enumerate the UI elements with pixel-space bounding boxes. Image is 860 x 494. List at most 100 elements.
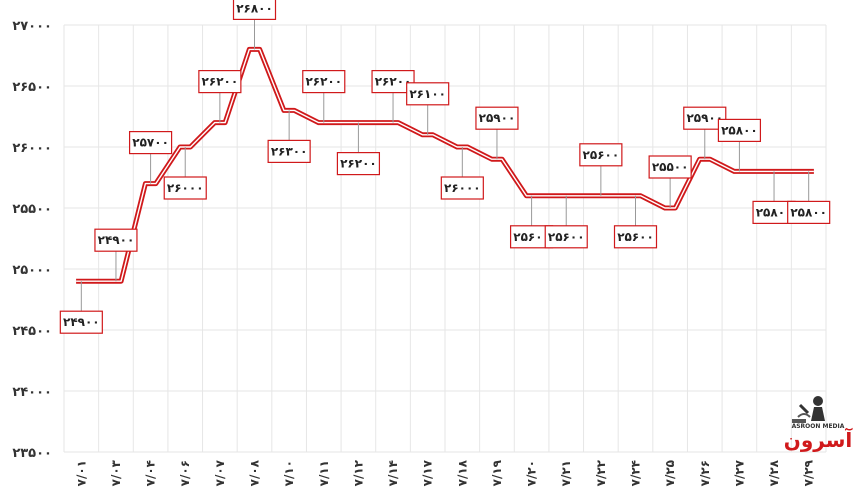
data-label-box xyxy=(371,69,415,94)
x-tick-label: ۷/۰۴ xyxy=(144,460,158,486)
brand-logo: ASROON MEDIA آسرون xyxy=(784,396,853,452)
data-label-box xyxy=(59,310,103,334)
data-label: ۲۶۳۰۰ xyxy=(267,110,311,163)
data-label: ۲۶۰۰۰ xyxy=(440,147,484,200)
x-tick-label: ۷/۱۹ xyxy=(490,459,504,486)
data-label-box xyxy=(648,155,692,179)
data-label: ۲۴۹۰۰ xyxy=(94,228,138,282)
data-label: ۲۵۸۰۰ xyxy=(787,171,831,224)
data-label-text: ۲۶۲۰۰ xyxy=(375,75,412,89)
x-tick-label: ۷/۱۷ xyxy=(421,459,435,486)
x-tick-label: ۷/۲۸ xyxy=(767,459,781,486)
y-tick-label: ۲۶۵۰۰ xyxy=(12,80,52,95)
data-label: ۲۵۶۰۰ xyxy=(613,195,658,249)
data-label: ۲۵۶۰۰ xyxy=(579,143,623,196)
series-line-inner xyxy=(76,48,814,282)
x-tick-label: ۷/۱۴ xyxy=(386,460,400,486)
data-label: ۲۵۶۰۰ xyxy=(544,195,588,249)
y-tick-label: ۲۷۰۰۰ xyxy=(12,19,52,34)
x-tick-label: ۷/۰۸ xyxy=(248,459,262,486)
data-label: ۲۴۹۰۰ xyxy=(59,281,103,334)
data-label-text: ۲۵۶۰۰ xyxy=(548,230,585,244)
y-tick-label: ۲۴۰۰۰ xyxy=(12,385,52,400)
data-label: ۲۶۲۰۰ xyxy=(198,69,242,123)
x-tick-label: ۷/۲۰ xyxy=(525,460,539,486)
data-label-text: ۲۵۸۰۰ xyxy=(790,205,827,219)
data-label-text: ۲۶۸۰۰ xyxy=(236,1,273,15)
data-label-box xyxy=(717,118,762,143)
brand-sub: ASROON MEDIA xyxy=(792,423,845,430)
y-tick-label: ۲۶۰۰۰ xyxy=(12,141,52,156)
data-label-text: ۲۶۰۰۰ xyxy=(167,181,204,195)
x-tick-label: ۷/۱۰ xyxy=(282,460,296,486)
data-label-box xyxy=(683,106,727,130)
data-label-box xyxy=(163,176,207,200)
data-label: ۲۵۸۰۰ xyxy=(752,171,796,224)
data-label: ۲۶۲۰۰ xyxy=(371,69,415,123)
x-tick-label: ۷/۱۱ xyxy=(317,460,331,486)
data-label-text: ۲۶۲۰۰ xyxy=(202,75,239,89)
data-label-text: ۲۵۶۰۰ xyxy=(617,230,654,244)
y-tick-label: ۲۵۵۰۰ xyxy=(12,202,52,217)
x-tick-label: ۷/۲۵ xyxy=(663,460,677,486)
data-label: ۲۶۲۰۰ xyxy=(336,122,381,176)
data-label-box xyxy=(336,152,381,176)
data-label-box xyxy=(613,225,658,249)
data-label-box xyxy=(579,143,623,167)
data-label-text: ۲۵۵۰۰ xyxy=(652,160,689,174)
data-label-box xyxy=(544,225,588,249)
data-label: ۲۶۰۰۰ xyxy=(163,147,207,200)
y-axis: ۲۳۵۰۰ ۲۴۰۰۰ ۲۴۵۰۰ ۲۵۰۰۰ ۲۵۵۰۰ ۲۶۰۰۰ ۲۶۵۰۰ ۲۷۰۰۰ xyxy=(12,19,52,461)
data-label: ۲۶۸۰۰ xyxy=(232,0,277,50)
data-label: ۲۵۹۰۰ xyxy=(475,106,519,160)
x-tick-label: ۷/۱۲ xyxy=(351,459,365,486)
data-label-text: ۲۵۸۰۰ xyxy=(721,123,758,137)
data-label-text: ۲۵۹۰۰ xyxy=(479,111,516,125)
data-label-text: ۲۶۲۰۰ xyxy=(305,75,342,89)
data-label-box xyxy=(94,228,138,252)
data-labels: ۲۴۹۰۰ ۲۴۹۰۰ ۲۵۷۰۰ ۲۶۰۰۰ ۲۶۲۰۰ ۲۶۸۰۰ ۲۶۳۰۰ ۲۶۲۰۰… xyxy=(59,0,831,334)
data-label-text: ۲۶۰۰۰ xyxy=(444,181,481,195)
x-tick-label: ۷/۲۴ xyxy=(629,460,643,486)
data-label-text: ۲۶۲۰۰ xyxy=(340,157,377,171)
data-label: ۲۵۹۰۰ xyxy=(683,106,727,160)
x-tick-label: ۷/۲۷ xyxy=(732,459,746,486)
data-label-text: ۲۶۱۰۰ xyxy=(409,87,446,101)
x-tick-label: ۷/۲۲ xyxy=(594,459,608,486)
data-label-box xyxy=(198,69,242,94)
data-label-box xyxy=(475,106,519,130)
data-label-box xyxy=(787,200,831,224)
data-label: ۲۶۱۰۰ xyxy=(406,82,450,135)
data-label-box xyxy=(232,0,277,21)
y-tick-label: ۲۴۵۰۰ xyxy=(12,324,52,339)
data-label-box xyxy=(128,131,173,155)
price-series xyxy=(76,46,814,284)
x-tick-label: ۷/۲۶ xyxy=(698,460,712,486)
data-label-text: ۲۴۹۰۰ xyxy=(63,315,100,329)
y-tick-label: ۲۳۵۰۰ xyxy=(12,446,52,461)
data-label-text: ۲۶۳۰۰ xyxy=(271,144,308,158)
data-label-text: ۲۵۶۰۰ xyxy=(583,148,620,162)
data-label-text: ۲۵۹۰۰ xyxy=(686,111,723,125)
data-label-text: ۲۵۶۰۰ xyxy=(513,230,550,244)
x-tick-label: ۷/۱۸ xyxy=(455,459,469,486)
data-label: ۲۶۲۰۰ xyxy=(302,69,346,123)
x-axis: ۷/۰۱ ۷/۰۳ ۷/۰۴ ۷/۰۶ ۷/۰۷ ۷/۰۸ ۷/۱۰ ۷/۱۱ ۷/۱۲ ۷/۱۴… xyxy=(74,459,815,486)
data-label-box xyxy=(440,176,484,200)
data-label: ۲۵۵۰۰ xyxy=(648,155,692,208)
data-label-box xyxy=(406,82,450,106)
x-tick-label: ۷/۰۶ xyxy=(178,460,192,486)
data-label: ۲۵۸۰۰ xyxy=(717,118,762,172)
x-tick-label: ۷/۲۱ xyxy=(559,460,573,486)
data-label: ۲۵۷۰۰ xyxy=(128,131,173,184)
x-tick-label: ۷/۰۷ xyxy=(213,459,227,486)
data-label-text: ۲۵۷۰۰ xyxy=(132,136,169,150)
y-tick-label: ۲۵۰۰۰ xyxy=(12,263,52,278)
data-label-box xyxy=(267,139,311,163)
data-label-text: ۲۴۹۰۰ xyxy=(98,233,135,247)
x-tick-label: ۷/۰۱ xyxy=(74,460,88,486)
welder-icon xyxy=(792,396,825,423)
x-tick-label: ۷/۰۳ xyxy=(109,459,123,486)
data-label-text: ۲۵۸۰۰ xyxy=(756,205,793,219)
